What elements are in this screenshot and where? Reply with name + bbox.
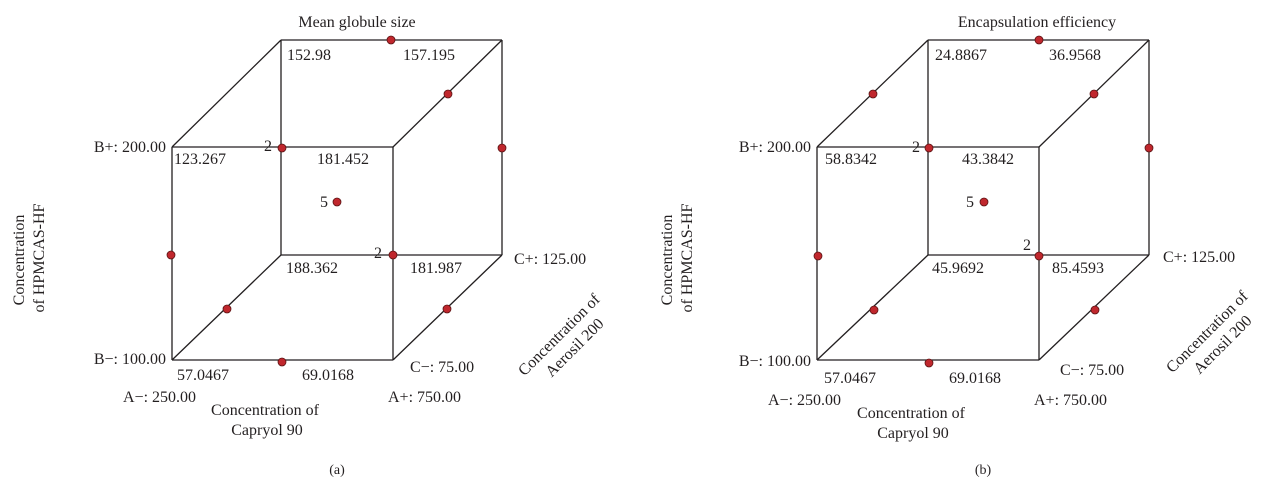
axis-b-title: Concentration of HPMCAS-HF <box>11 203 48 312</box>
corner-value: 24.8867 <box>935 47 987 64</box>
axis-a-low-label: A−: 250.00 <box>123 389 196 406</box>
design-point <box>277 143 287 153</box>
replicate-count: 2 <box>1023 237 1031 254</box>
design-points <box>813 35 1154 368</box>
axis-c-low-label: C−: 75.00 <box>1060 362 1124 379</box>
panel-title: Encapsulation efficiency <box>958 14 1116 31</box>
design-point <box>222 304 232 314</box>
design-point <box>868 89 878 99</box>
axis-b-low-label: B−: 100.00 <box>94 351 166 368</box>
axis-b-title-line1: Concentration <box>659 215 676 306</box>
design-point <box>869 305 879 315</box>
design-point <box>388 250 398 260</box>
panel-title: Mean globule size <box>298 14 415 31</box>
corner-value: 45.9692 <box>932 260 984 277</box>
design-point <box>386 35 396 45</box>
design-point <box>1144 143 1154 153</box>
axis-c-title: Concentration of Aerosil 200 <box>1163 285 1268 390</box>
corner-value: 123.267 <box>174 151 226 168</box>
corner-value: 181.452 <box>317 151 369 168</box>
axis-b-high-label: B+: 200.00 <box>739 139 811 156</box>
cube-edge <box>171 39 282 148</box>
replicate-count: 2 <box>374 245 382 262</box>
design-point <box>443 89 453 99</box>
axis-a-title-line2: Capryol 90 <box>877 425 949 442</box>
corner-value: 57.0467 <box>177 367 229 384</box>
axis-a-title-line1: Concentration of <box>857 405 966 422</box>
design-points <box>166 35 507 367</box>
design-point <box>1034 251 1044 261</box>
axis-c-title: Concentration of Aerosil 200 <box>515 288 620 393</box>
panel-a: Mean globule size <box>11 14 620 478</box>
axis-c-low-label: C−: 75.00 <box>410 359 474 376</box>
replicate-count: 5 <box>966 194 974 211</box>
corner-value: 181.987 <box>410 260 462 277</box>
design-point <box>277 357 287 367</box>
axis-b-title-line1: Concentration <box>11 215 28 306</box>
design-point <box>813 251 823 261</box>
corner-value: 69.0168 <box>949 370 1001 387</box>
axis-c-high-label: C+: 125.00 <box>514 251 586 268</box>
axis-b-high-label: B+: 200.00 <box>94 139 166 156</box>
design-point <box>332 197 342 207</box>
panel-caption: (a) <box>329 463 345 478</box>
design-point <box>497 143 507 153</box>
axis-a-title: Concentration of Capryol 90 <box>211 402 323 439</box>
corner-value: 43.3842 <box>962 151 1014 168</box>
axis-a-high-label: A+: 750.00 <box>388 389 461 406</box>
axis-b-title-line2: of HPMCAS-HF <box>679 203 696 312</box>
design-point <box>1089 89 1099 99</box>
axis-a-title: Concentration of Capryol 90 <box>857 405 969 442</box>
corner-value: 69.0168 <box>302 367 354 384</box>
axis-c-high-label: C+: 125.00 <box>1163 249 1235 266</box>
corner-value: 188.362 <box>286 260 338 277</box>
corner-value: 57.0467 <box>824 370 876 387</box>
axis-a-high-label: A+: 750.00 <box>1034 392 1107 409</box>
design-point <box>1034 35 1044 45</box>
corner-value: 36.9568 <box>1049 47 1101 64</box>
design-point <box>1090 305 1100 315</box>
design-point <box>924 143 934 153</box>
axis-a-title-line2: Capryol 90 <box>231 422 303 439</box>
replicate-count: 5 <box>320 194 328 211</box>
replicate-count: 2 <box>264 138 272 155</box>
corner-value: 85.4593 <box>1052 260 1104 277</box>
axis-b-title-line2: of HPMCAS-HF <box>31 203 48 312</box>
axis-a-title-line1: Concentration of <box>211 402 320 419</box>
replicate-count: 2 <box>912 139 920 156</box>
design-point <box>442 304 452 314</box>
corner-value: 58.8342 <box>825 151 877 168</box>
axis-b-low-label: B−: 100.00 <box>739 353 811 370</box>
panel-b: Encapsulation efficiency <box>659 14 1268 478</box>
panel-caption: (b) <box>975 463 992 478</box>
corner-value: 152.98 <box>287 47 331 64</box>
design-point <box>979 197 989 207</box>
design-point <box>924 358 934 368</box>
axis-a-low-label: A−: 250.00 <box>768 392 841 409</box>
design-point <box>166 250 176 260</box>
corner-value: 157.195 <box>403 47 455 64</box>
axis-b-title: Concentration of HPMCAS-HF <box>659 203 696 312</box>
